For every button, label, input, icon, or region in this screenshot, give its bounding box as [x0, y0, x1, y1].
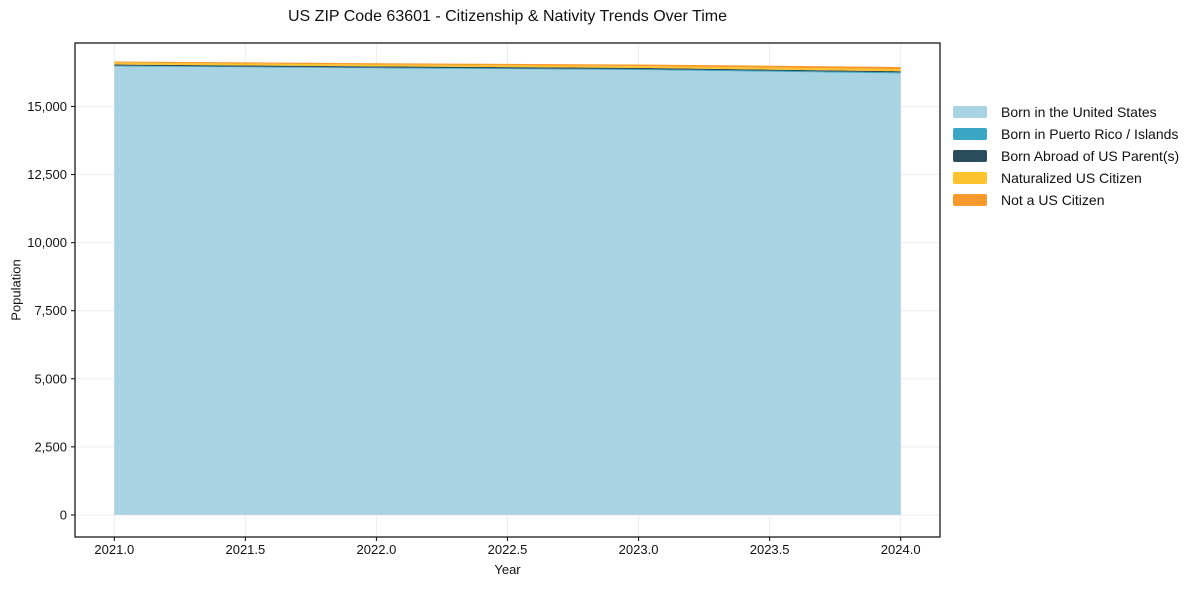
area-naturalized	[114, 62, 901, 72]
legend-item: Not a US Citizen	[953, 189, 1179, 211]
y-tick-label: 15,000	[27, 99, 67, 114]
x-tick-label: 2022.5	[488, 542, 528, 557]
x-axis-label: Year	[494, 562, 521, 577]
x-tick-label: 2022.0	[357, 542, 397, 557]
legend: Born in the United States Born in Puerto …	[953, 101, 1179, 211]
y-tick-label: 7,500	[34, 303, 67, 318]
legend-item: Born in the United States	[953, 101, 1179, 123]
y-tick-label: 2,500	[34, 439, 67, 454]
legend-item: Naturalized US Citizen	[953, 167, 1179, 189]
legend-label: Born in the United States	[1001, 104, 1157, 120]
legend-swatch	[953, 106, 987, 118]
legend-label: Not a US Citizen	[1001, 192, 1105, 208]
legend-swatch	[953, 128, 987, 140]
y-tick-label: 0	[60, 507, 67, 522]
legend-item: Born Abroad of US Parent(s)	[953, 145, 1179, 167]
legend-label: Naturalized US Citizen	[1001, 170, 1142, 186]
x-tick-label: 2021.0	[94, 542, 134, 557]
legend-swatch	[953, 150, 987, 162]
area-born-us	[114, 66, 901, 515]
x-tick-label: 2024.0	[881, 542, 921, 557]
y-tick-label: 5,000	[34, 371, 67, 386]
area-not-citizen	[114, 61, 901, 70]
x-tick-label: 2023.5	[750, 542, 790, 557]
x-tick-label: 2023.0	[619, 542, 659, 557]
x-tick-label: 2021.5	[225, 542, 265, 557]
y-tick-label: 10,000	[27, 235, 67, 250]
legend-label: Born in Puerto Rico / Islands	[1001, 126, 1179, 142]
area-born-abroad	[114, 64, 901, 73]
area-born-pr	[114, 65, 901, 74]
y-axis-label: Population	[8, 259, 24, 321]
chart-title: US ZIP Code 63601 - Citizenship & Nativi…	[288, 8, 727, 25]
legend-swatch	[953, 194, 987, 206]
y-tick-label: 12,500	[27, 167, 67, 182]
legend-item: Born in Puerto Rico / Islands	[953, 123, 1179, 145]
legend-label: Born Abroad of US Parent(s)	[1001, 148, 1180, 164]
legend-swatch	[953, 172, 987, 184]
